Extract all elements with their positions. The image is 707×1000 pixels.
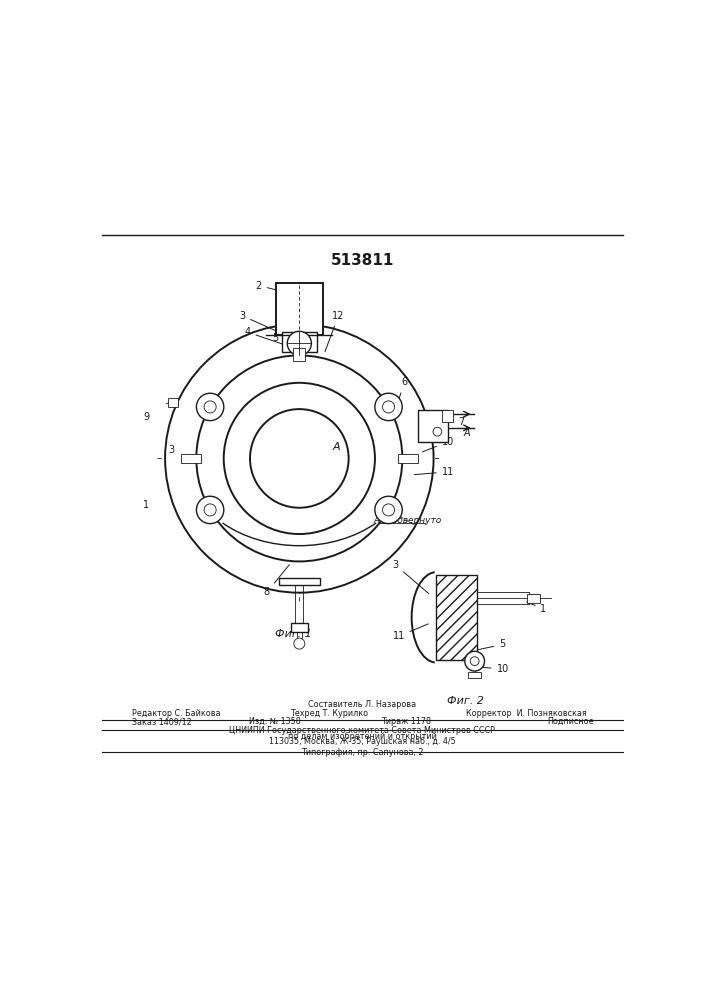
Bar bbox=[276, 283, 322, 335]
Text: 113035, Москва, Ж-35, Раушская наб., д. 4/5: 113035, Москва, Ж-35, Раушская наб., д. … bbox=[269, 737, 456, 746]
Text: ЦНИИПИ Государственного комитета Совета Министров СССР: ЦНИИПИ Государственного комитета Совета … bbox=[229, 726, 496, 735]
Circle shape bbox=[375, 393, 402, 421]
Circle shape bbox=[223, 383, 375, 534]
Text: 5: 5 bbox=[479, 639, 506, 650]
Text: Фиг. 2: Фиг. 2 bbox=[448, 696, 484, 706]
Bar bbox=[527, 594, 540, 603]
Text: Корректор  И. Позняковская: Корректор И. Позняковская bbox=[467, 709, 587, 718]
Circle shape bbox=[165, 324, 433, 593]
Circle shape bbox=[204, 401, 216, 413]
Circle shape bbox=[204, 504, 216, 516]
Bar bbox=[281, 332, 317, 352]
Text: Подписное: Подписное bbox=[547, 717, 594, 726]
Bar bbox=[436, 575, 477, 660]
Bar bbox=[436, 575, 477, 660]
Text: 2: 2 bbox=[255, 281, 302, 296]
Bar bbox=[293, 348, 305, 361]
Circle shape bbox=[294, 638, 305, 649]
Circle shape bbox=[197, 496, 224, 524]
Text: 513811: 513811 bbox=[331, 253, 394, 268]
Bar bbox=[419, 410, 448, 442]
Text: 1: 1 bbox=[144, 500, 149, 510]
Text: А: А bbox=[464, 428, 470, 438]
Text: по делам изобретений и открытий: по делам изобретений и открытий bbox=[288, 732, 437, 741]
Text: 10: 10 bbox=[423, 437, 454, 452]
Text: А-А повернуто: А-А повернуто bbox=[373, 516, 441, 525]
Text: Техред Т. Курилко: Техред Т. Курилко bbox=[291, 709, 368, 718]
Text: 10: 10 bbox=[477, 664, 509, 674]
Text: 3: 3 bbox=[392, 560, 428, 594]
Text: Изд. № 1358: Изд. № 1358 bbox=[249, 717, 300, 726]
Text: Составитель Л. Назарова: Составитель Л. Назарова bbox=[308, 700, 416, 709]
Text: 11: 11 bbox=[414, 467, 454, 477]
Text: 3: 3 bbox=[168, 445, 174, 455]
Circle shape bbox=[197, 355, 402, 561]
Circle shape bbox=[382, 401, 395, 413]
Text: 11: 11 bbox=[392, 624, 428, 641]
Text: 7: 7 bbox=[458, 417, 464, 427]
Circle shape bbox=[464, 651, 484, 671]
Circle shape bbox=[375, 496, 402, 524]
Circle shape bbox=[382, 504, 395, 516]
Text: 3: 3 bbox=[239, 311, 283, 334]
Text: Тираж 1178: Тираж 1178 bbox=[381, 717, 431, 726]
Bar bbox=[181, 454, 201, 463]
Bar bbox=[468, 672, 481, 678]
Text: 4: 4 bbox=[245, 327, 286, 345]
Text: Типография, пр. Сапунова, 2: Типография, пр. Сапунова, 2 bbox=[301, 748, 423, 757]
Circle shape bbox=[197, 393, 224, 421]
Circle shape bbox=[433, 427, 442, 436]
Text: 12: 12 bbox=[325, 311, 344, 352]
Text: 9: 9 bbox=[144, 412, 149, 422]
Bar bbox=[168, 398, 178, 407]
Circle shape bbox=[287, 331, 311, 355]
Bar bbox=[291, 623, 308, 632]
Text: 5: 5 bbox=[272, 333, 296, 355]
Text: Фиг. 1: Фиг. 1 bbox=[275, 629, 312, 639]
Bar bbox=[442, 410, 452, 422]
Bar bbox=[398, 454, 418, 463]
Circle shape bbox=[470, 657, 479, 666]
Text: Заказ 1409/12: Заказ 1409/12 bbox=[132, 717, 192, 726]
Text: 8: 8 bbox=[264, 565, 289, 597]
Text: 1: 1 bbox=[527, 602, 547, 614]
Text: 6: 6 bbox=[397, 377, 407, 405]
Bar bbox=[279, 578, 320, 585]
Text: Редактор С. Байкова: Редактор С. Байкова bbox=[132, 709, 221, 718]
Text: А: А bbox=[332, 442, 340, 452]
Circle shape bbox=[250, 409, 349, 508]
